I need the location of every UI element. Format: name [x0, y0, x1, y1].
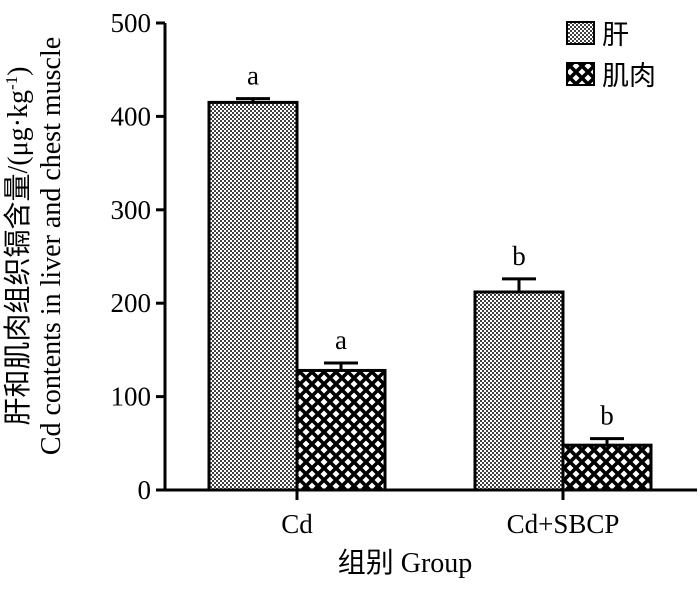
significance-label: b — [600, 401, 614, 431]
significance-label: b — [512, 241, 526, 271]
bar-series — [207, 100, 653, 492]
legend-label-muscle: 肌肉 — [602, 61, 656, 92]
error-bars — [236, 97, 624, 446]
x-axis-title: 组别 Group — [338, 547, 473, 579]
legend-swatch-muscle — [566, 62, 595, 86]
y-axis-title: 肝和肌肉组织镉含量/(μg·kg-1) Cd contents in liver… — [2, 37, 67, 455]
bar-muscle-1 — [561, 443, 653, 492]
x-category-label: Cd — [281, 509, 313, 539]
legend-label-liver: 肝 — [602, 20, 629, 51]
y-tick-label: 300 — [111, 195, 152, 225]
legend: 肝 肌肉 — [566, 20, 656, 92]
significance-label: a — [335, 325, 347, 355]
y-tick-label: 0 — [138, 475, 152, 505]
bar-liver-0 — [207, 100, 299, 492]
y-tick-label: 100 — [111, 382, 152, 412]
y-tick-label: 400 — [111, 101, 152, 131]
bar-muscle-0 — [295, 368, 387, 492]
x-axis-categories: Cd Cd+SBCP — [281, 490, 619, 539]
significance-labels: a b a b — [247, 61, 614, 431]
y-tick-label: 500 — [111, 8, 152, 38]
y-axis-title-line1: 肝和肌肉组织镉含量/(μg·kg-1) — [2, 67, 34, 426]
legend-item-muscle: 肌肉 — [566, 61, 656, 92]
y-axis-unit-superscript: -1 — [2, 76, 21, 90]
significance-label: a — [247, 61, 259, 91]
legend-swatch-liver — [566, 21, 595, 45]
y-axis-title-line2: Cd contents in liver and chest muscle — [36, 37, 67, 455]
y-axis-ticks: 0 100 200 300 400 500 — [111, 8, 165, 505]
bar-liver-1 — [473, 290, 565, 492]
y-tick-label: 200 — [111, 288, 152, 318]
legend-item-liver: 肝 — [566, 20, 629, 51]
x-category-label: Cd+SBCP — [507, 509, 620, 539]
